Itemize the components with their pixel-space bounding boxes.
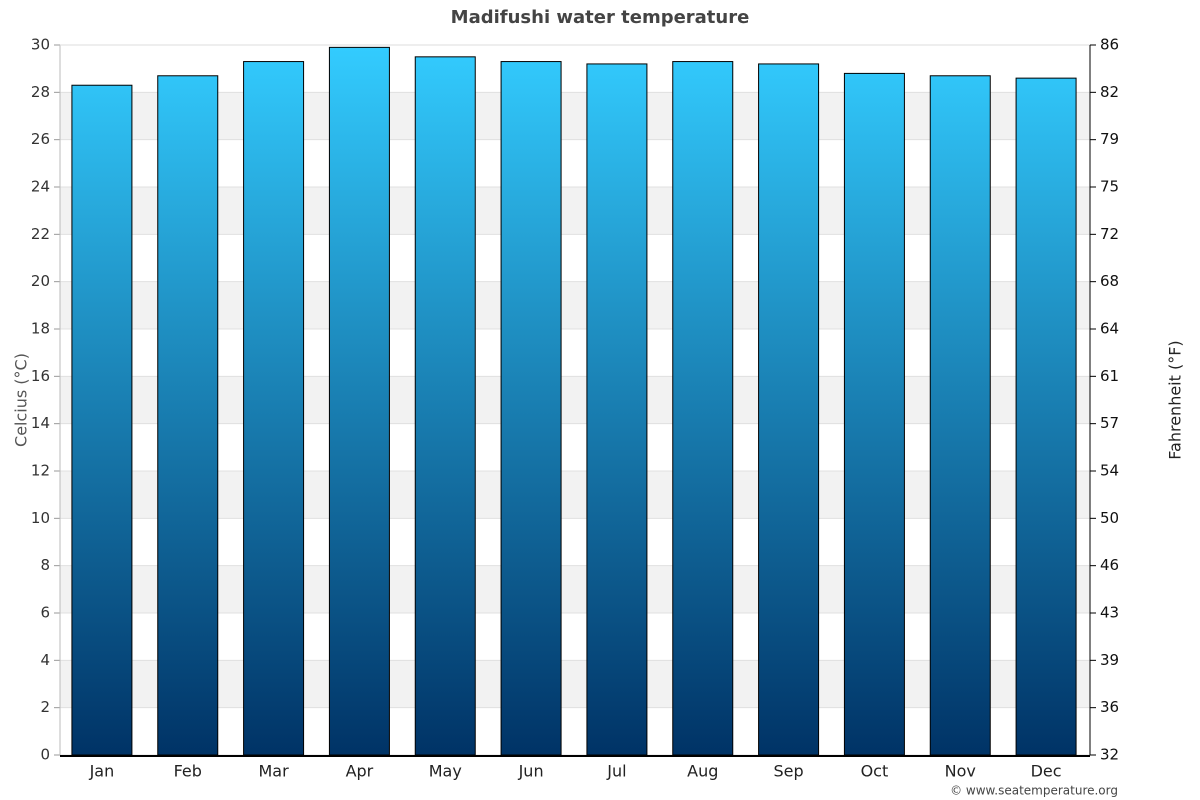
y2-tick-label: 72 [1100,225,1119,243]
y-tick-label: 10 [31,509,50,527]
x-tick-label: Jun [518,762,544,781]
x-tick-label: Jul [606,762,626,781]
x-tick-label: Apr [346,762,374,781]
y-tick-label: 28 [31,83,50,101]
bar [586,63,648,756]
chart-title: Madifushi water temperature [451,7,750,28]
y2-tick-label: 46 [1100,556,1119,574]
y-tick-label: 20 [31,272,50,290]
y-tick-label: 12 [31,462,50,480]
y2-tick-label: 32 [1100,746,1119,764]
y2-tick-label: 64 [1100,320,1119,338]
y2-tick-label: 39 [1100,651,1119,669]
bar [328,46,390,756]
y-tick-label: 22 [31,225,50,243]
y2-tick-label: 75 [1100,178,1119,196]
x-tick-label: Jan [89,762,115,781]
bar [157,75,219,756]
y-axis-label: Celcius (°C) [12,353,31,447]
grid-band [60,92,1090,140]
y2-tick-label: 79 [1100,130,1119,148]
bands [60,44,1090,756]
grid-band [60,376,1090,424]
x-tick-label: Aug [687,762,718,781]
y2-tick-label: 54 [1100,462,1119,480]
bar [500,61,562,756]
x-tick-label: Sep [774,762,804,781]
bar [1015,77,1077,756]
y-tick-label: 14 [31,414,50,432]
bar [929,75,991,756]
x-tick-label: Nov [945,762,976,781]
bar [758,63,820,756]
y2-tick-label: 36 [1100,698,1119,716]
grid-band [60,471,1090,519]
y-tick-label: 4 [40,651,50,669]
y-tick-label: 8 [40,556,50,574]
source-note: © www.seatemperature.org [950,784,1118,798]
y-tick-label: 18 [31,320,50,338]
y-tick-label: 30 [31,36,50,54]
bar [672,61,734,756]
y-tick-label: 26 [31,130,50,148]
x-tick-label: Mar [258,762,289,781]
bar [843,72,905,756]
grid-band [60,660,1090,708]
y2-axis-label: Fahrenheit (°F) [1166,340,1185,459]
y-tick-label: 16 [31,367,50,385]
grid-band [60,281,1090,329]
y-tick-label: 6 [40,604,50,622]
x-tick-label: Oct [861,762,889,781]
bar [71,84,133,756]
y2-tick-label: 43 [1100,604,1119,622]
grid-band [60,187,1090,235]
y-tick-label: 2 [40,698,50,716]
y-tick-label: 24 [31,178,50,196]
bar [414,56,476,756]
y2-tick-label: 61 [1100,367,1119,385]
grid-band [60,565,1090,613]
bar [243,61,305,756]
y2-tick-label: 57 [1100,414,1119,432]
y-tick-label: 0 [40,746,50,764]
y2-tick-label: 50 [1100,509,1119,527]
x-tick-label: May [429,762,462,781]
y2-tick-label: 82 [1100,83,1119,101]
y2-tick-label: 68 [1100,272,1119,290]
x-tick-label: Feb [174,762,202,781]
x-tick-label: Dec [1031,762,1062,781]
y2-tick-label: 86 [1100,36,1119,54]
